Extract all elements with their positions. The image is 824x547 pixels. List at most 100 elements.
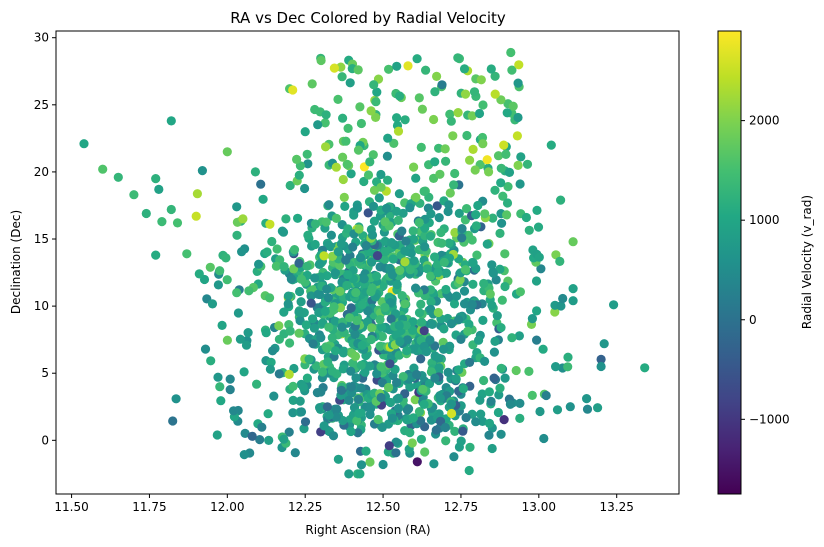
scatter-point	[391, 437, 401, 447]
scatter-point	[302, 261, 312, 271]
scatter-point	[352, 203, 363, 213]
scatter-point	[336, 239, 346, 249]
scatter-point	[535, 406, 545, 417]
scatter-point	[333, 247, 343, 257]
scatter-point	[411, 192, 421, 202]
scatter-point	[374, 193, 384, 203]
scatter-point	[454, 315, 464, 325]
scatter-point	[166, 204, 176, 215]
scatter-point	[394, 320, 404, 331]
scatter-point	[448, 131, 458, 141]
scatter-point	[350, 351, 361, 361]
scatter-point	[330, 268, 340, 278]
scatter-point	[257, 422, 267, 432]
scatter-point	[215, 266, 225, 276]
scatter-point	[532, 335, 542, 345]
scatter-point	[342, 159, 352, 169]
scatter-point	[292, 154, 302, 164]
scatter-point	[288, 85, 298, 95]
scatter-point	[363, 208, 373, 218]
scatter-point	[295, 286, 305, 297]
scatter-point	[225, 374, 235, 384]
y-tick-label: 20	[34, 165, 49, 179]
scatter-point	[221, 253, 231, 263]
scatter-point	[346, 382, 356, 392]
scatter-point	[451, 374, 461, 384]
scatter-point	[465, 442, 475, 452]
scatter-point	[462, 204, 472, 214]
scatter-point	[430, 157, 440, 167]
scatter-point	[426, 271, 436, 281]
colorbar	[717, 30, 742, 495]
scatter-point	[417, 104, 427, 114]
scatter-point	[369, 201, 379, 211]
scatter-point	[217, 320, 227, 330]
scatter-point	[371, 112, 381, 122]
scatter-point	[215, 382, 225, 392]
x-tick-label: 13.25	[600, 500, 634, 514]
scatter-point	[343, 224, 353, 234]
scatter-point	[154, 184, 164, 194]
colorbar-tick-label: −1000	[749, 412, 790, 426]
x-axis-label: Right Ascension (RA)	[305, 523, 430, 537]
scatter-point	[303, 230, 313, 240]
scatter-point	[437, 80, 447, 90]
scatter-point	[429, 459, 439, 469]
scatter-point	[369, 80, 379, 90]
scatter-point	[475, 395, 485, 405]
scatter-point	[331, 412, 341, 422]
scatter-point	[472, 250, 482, 260]
scatter-point	[458, 384, 468, 394]
scatter-point	[302, 149, 312, 159]
scatter-point	[338, 152, 348, 162]
scatter-point	[596, 361, 606, 372]
scatter-point	[563, 352, 573, 362]
scatter-point	[306, 291, 316, 301]
scatter-point	[343, 270, 353, 280]
scatter-point	[357, 340, 367, 350]
scatter-point	[356, 360, 366, 370]
scatter-point	[458, 426, 468, 436]
scatter-point	[366, 106, 376, 116]
scatter-point	[488, 268, 498, 278]
scatter-point	[206, 356, 216, 366]
scatter-point	[243, 328, 253, 338]
scatter-point	[192, 189, 202, 199]
scatter-point	[496, 323, 506, 333]
scatter-point	[384, 64, 394, 74]
scatter-point	[151, 174, 161, 184]
scatter-point	[502, 108, 512, 118]
y-axis-ticks: 0 5 10 15 20 25 30	[34, 31, 56, 447]
scatter-point	[568, 237, 578, 247]
scatter-point	[348, 242, 358, 252]
scatter-point	[365, 457, 375, 467]
scatter-point	[271, 261, 281, 271]
scatter-point	[419, 326, 429, 336]
scatter-point	[113, 172, 123, 182]
scatter-point	[532, 205, 542, 215]
scatter-point	[527, 314, 538, 324]
scatter-point	[252, 379, 262, 389]
scatter-point	[465, 155, 475, 165]
scatter-point	[256, 179, 266, 189]
scatter-point	[346, 366, 356, 376]
scatter-point	[240, 428, 250, 438]
scatter-point	[285, 338, 295, 348]
scatter-point	[341, 136, 351, 146]
scatter-point	[349, 210, 359, 220]
scatter-point	[356, 383, 366, 393]
scatter-point	[439, 257, 449, 267]
scatter-point	[300, 417, 311, 427]
scatter-point	[239, 367, 249, 377]
scatter-point	[467, 257, 478, 268]
scatter-point	[283, 291, 293, 301]
scatter-point	[232, 230, 242, 240]
scatter-point	[332, 404, 342, 414]
scatter-point	[238, 214, 248, 224]
scatter-point	[327, 333, 337, 343]
scatter-point	[497, 218, 507, 228]
scatter-point	[409, 256, 419, 266]
scatter-point	[237, 247, 247, 257]
scatter-point	[336, 385, 346, 395]
scatter-point	[354, 224, 364, 234]
